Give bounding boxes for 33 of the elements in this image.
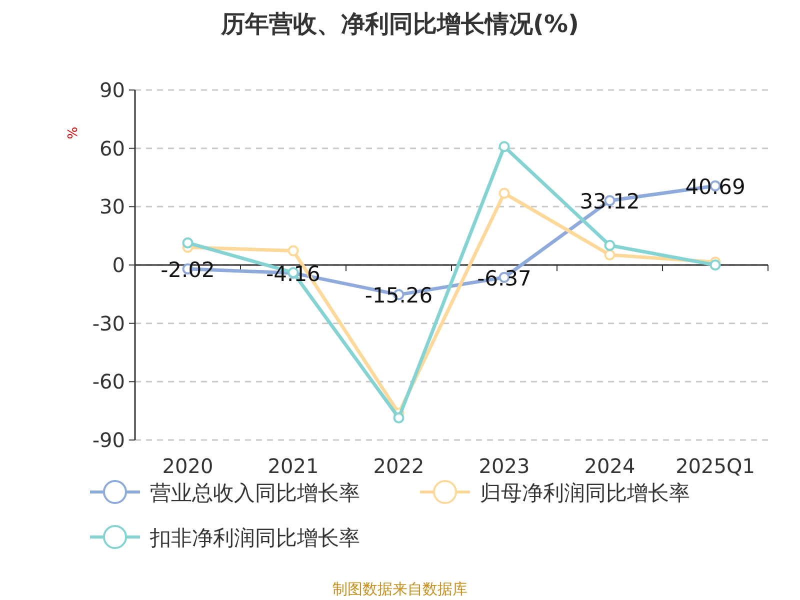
data-label: -2.02 (160, 258, 215, 282)
x-tick-label: 2024 (584, 454, 636, 478)
chart-title: 历年营收、净利同比增长情况(%) (220, 10, 579, 38)
x-tick-label: 2021 (268, 454, 319, 478)
y-tick-label: 60 (100, 136, 125, 160)
x-tick-label: 2022 (373, 454, 424, 478)
x-tick-label: 2023 (478, 454, 530, 478)
x-tick-label: 2020 (162, 454, 214, 478)
y-tick-label: 0 (112, 253, 125, 277)
x-tick-label: 2025Q1 (676, 454, 755, 478)
data-label: 33.12 (580, 190, 640, 214)
data-label: -4.16 (266, 262, 320, 286)
data-label: 40.69 (685, 174, 746, 199)
legend-label: 归母净利润同比增长率 (480, 481, 690, 505)
y-axis-title: % (66, 126, 81, 140)
y-tick-label: 30 (100, 194, 125, 219)
point (710, 260, 721, 270)
legend-label: 营业总收入同比增长率 (150, 481, 360, 505)
point (498, 141, 510, 152)
data-label: -15.26 (364, 284, 433, 308)
data-label: -6.37 (477, 266, 532, 290)
legend-label: 扣非净利润同比增长率 (149, 526, 360, 550)
y-tick-label: 90 (100, 78, 125, 102)
y-tick-label: -90 (92, 428, 125, 452)
y-tick-label: -60 (92, 370, 125, 394)
point (498, 188, 510, 199)
point (288, 245, 299, 256)
y-tick-label: -30 (92, 311, 125, 336)
point (182, 237, 194, 248)
point (604, 249, 616, 260)
point (393, 412, 404, 424)
text: 制图数据来自数据库 (332, 580, 468, 598)
point (604, 240, 616, 251)
